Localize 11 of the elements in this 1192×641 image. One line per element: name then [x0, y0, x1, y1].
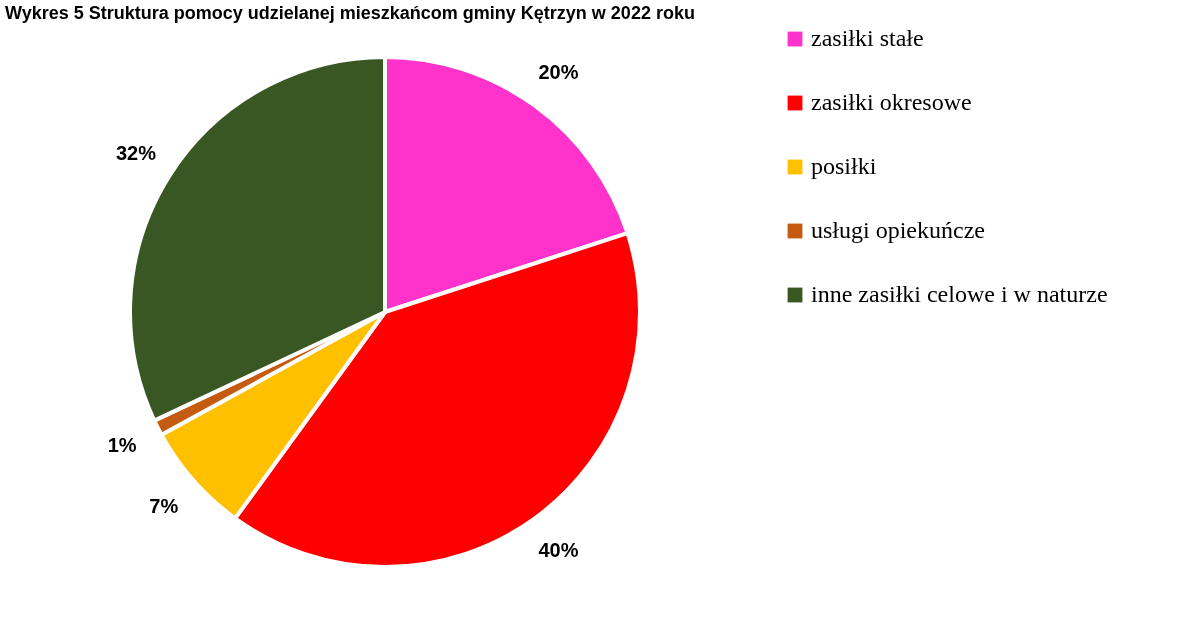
data-label: 1% — [107, 433, 137, 456]
legend-label: posiłki — [811, 153, 877, 179]
legend-label: zasiłki okresowe — [811, 89, 972, 115]
data-label: 20% — [538, 61, 579, 84]
data-label: 32% — [115, 141, 157, 164]
data-label: 40% — [538, 538, 579, 561]
chart-title: Wykres 5 Struktura pomocy udzielanej mieszkańcom gminy Kętrzyn w 2022 roku — [5, 3, 695, 23]
data-label: 7% — [149, 495, 179, 518]
legend-label: inne zasiłki celowe i w naturze — [811, 281, 1108, 307]
legend-label: zasiłki stałe — [811, 25, 924, 51]
legend-label: usługi opiekuńcze — [811, 217, 985, 243]
